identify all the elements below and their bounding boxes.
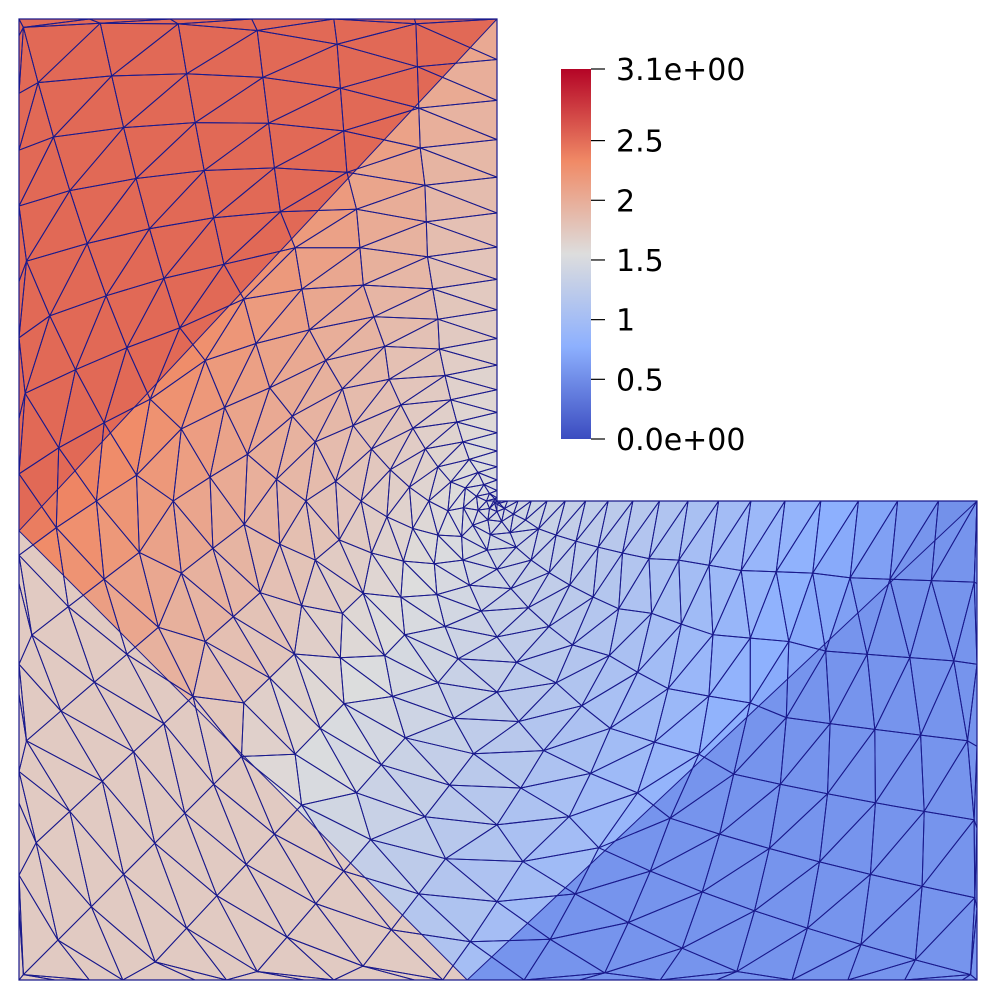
mesh-edge	[19, 393, 26, 474]
mesh-edge	[19, 136, 55, 207]
mesh-edge	[974, 827, 977, 909]
mesh-edge	[154, 961, 227, 980]
mesh-edge	[19, 19, 499, 533]
domain-outline	[18, 18, 978, 981]
mesh-edge	[19, 529, 469, 980]
mesh-edge	[19, 81, 39, 151]
mesh-edge	[257, 971, 334, 980]
colorbar-tick-label: 1	[616, 304, 635, 339]
mesh-edge	[973, 500, 977, 583]
colorbar-tick-label: 1.5	[616, 244, 664, 279]
mesh-domain	[19, 19, 977, 980]
colorbar-tick-label: 2	[616, 184, 635, 219]
colorbar-tick-label: 0.0e+00	[616, 423, 745, 458]
mesh-edge	[19, 27, 24, 94]
mesh-edge	[362, 965, 443, 980]
colorbar-ticks: 3.1e+00 2.5 2 1.5 1 0.5 0.0e+00	[591, 53, 745, 458]
mesh-edge	[57, 939, 125, 980]
mesh-edge	[23, 974, 90, 980]
colorbar	[561, 69, 591, 439]
colorbar-tick-label: 3.1e+00	[616, 53, 745, 88]
mesh-edge	[973, 746, 977, 829]
mesh-edge	[465, 499, 977, 980]
mesh-wireframe	[19, 19, 977, 980]
mesh-edge	[966, 664, 977, 748]
mesh-edge	[970, 908, 977, 980]
colorbar-tick-label: 2.5	[616, 125, 664, 160]
colorbar-tick-label: 0.5	[616, 363, 664, 398]
color-legend: 3.1e+00 2.5 2 1.5 1 0.5 0.0e+00	[561, 53, 745, 458]
mesh-edge	[19, 261, 27, 338]
